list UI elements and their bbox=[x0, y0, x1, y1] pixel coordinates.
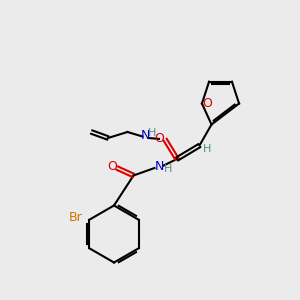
Text: O: O bbox=[108, 160, 117, 173]
Text: N: N bbox=[141, 129, 150, 142]
Text: H: H bbox=[148, 128, 156, 138]
Text: H: H bbox=[203, 143, 211, 154]
Text: O: O bbox=[202, 97, 212, 110]
Text: H: H bbox=[164, 164, 172, 175]
Text: O: O bbox=[155, 131, 164, 145]
Text: Br: Br bbox=[69, 211, 83, 224]
Text: N: N bbox=[154, 160, 164, 173]
